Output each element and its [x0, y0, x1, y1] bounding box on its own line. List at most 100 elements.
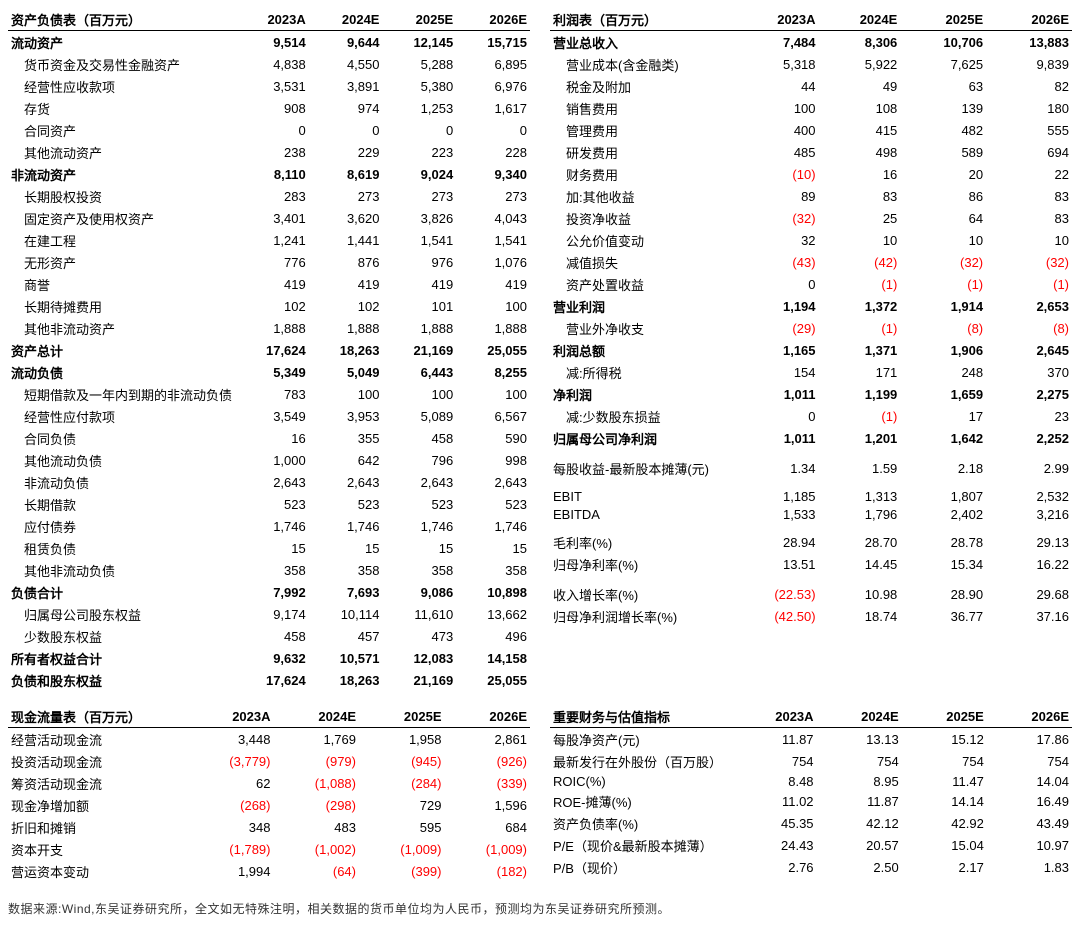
row-value: 0: [730, 405, 819, 427]
row-value: 8.95: [817, 772, 902, 790]
table-row: [550, 479, 1072, 487]
row-value: 2,861: [445, 728, 531, 751]
row-label: 营业外净收支: [550, 317, 730, 339]
row-value: (1): [819, 317, 901, 339]
row-value: 25,055: [456, 669, 530, 691]
period-col: 2024E: [819, 8, 901, 31]
period-col: 2025E: [359, 705, 445, 728]
period-col: 2026E: [445, 705, 531, 728]
row-value: 83: [986, 207, 1072, 229]
row-label: 存货: [8, 97, 235, 119]
row-value: 102: [235, 295, 309, 317]
row-value: 642: [309, 449, 383, 471]
row-value: (1,009): [445, 838, 531, 860]
table-row: 净利润1,0111,1991,6592,275: [550, 383, 1072, 405]
row-value: 89: [730, 185, 819, 207]
row-value: 13,883: [986, 31, 1072, 54]
period-col: 2023A: [730, 705, 817, 728]
table-row: 负债和股东权益17,62418,26321,16925,055: [8, 669, 530, 691]
row-value: 523: [382, 493, 456, 515]
row-value: 10,571: [309, 647, 383, 669]
row-value: 13.51: [730, 553, 819, 575]
table-row: 营业外净收支(29)(1)(8)(8): [550, 317, 1072, 339]
row-value: 11.87: [730, 728, 817, 751]
row-value: 10.97: [987, 834, 1072, 856]
row-label: 研发费用: [550, 141, 730, 163]
table-row: P/B（现价）2.762.502.171.83: [550, 856, 1072, 878]
row-label: 营业利润: [550, 295, 730, 317]
row-value: 15.04: [902, 834, 987, 856]
row-value: 1,746: [309, 515, 383, 537]
row-value: (22.53): [730, 583, 819, 605]
cashflow-table: 现金流量表（百万元） 2023A 2024E 2025E 2026E 经营活动现…: [8, 705, 530, 882]
row-value: 1,888: [309, 317, 383, 339]
row-value: 523: [309, 493, 383, 515]
row-value: 1.34: [730, 457, 819, 479]
row-value: 1,541: [382, 229, 456, 251]
row-value: 1,241: [235, 229, 309, 251]
row-label: 长期待摊费用: [8, 295, 235, 317]
table-row: P/E（现价&最新股本摊薄）24.4320.5715.0410.97: [550, 834, 1072, 856]
row-label: 其他非流动资产: [8, 317, 235, 339]
row-value: 180: [986, 97, 1072, 119]
row-label: 筹资活动现金流: [8, 772, 188, 794]
row-label: 税金及附加: [550, 75, 730, 97]
row-label: 最新发行在外股份（百万股）: [550, 750, 730, 772]
row-value: 754: [987, 750, 1072, 772]
table-row: 长期待摊费用102102101100: [8, 295, 530, 317]
row-value: 83: [986, 185, 1072, 207]
row-value: 1,185: [730, 487, 819, 505]
table-row: ROE-摊薄(%)11.0211.8714.1416.49: [550, 790, 1072, 812]
row-label: 负债合计: [8, 581, 235, 603]
row-value: 86: [900, 185, 986, 207]
row-value: 49: [819, 75, 901, 97]
row-value: 15.34: [900, 553, 986, 575]
row-label: 投资净收益: [550, 207, 730, 229]
table-row: 每股收益-最新股本摊薄(元)1.341.592.182.99: [550, 457, 1072, 479]
table-row: 研发费用485498589694: [550, 141, 1072, 163]
table-row: 销售费用100108139180: [550, 97, 1072, 119]
row-value: 3,953: [309, 405, 383, 427]
row-value: 358: [309, 559, 383, 581]
row-label: 销售费用: [550, 97, 730, 119]
financial-statements-wrapper: 资产负债表（百万元） 2023A 2024E 2025E 2026E 流动资产9…: [8, 8, 1072, 917]
row-value: 908: [235, 97, 309, 119]
table-row: 在建工程1,2411,4411,5411,541: [8, 229, 530, 251]
row-value: 6,443: [382, 361, 456, 383]
row-value: 473: [382, 625, 456, 647]
row-value: 238: [235, 141, 309, 163]
row-value: 998: [456, 449, 530, 471]
row-value: 7,992: [235, 581, 309, 603]
row-value: 15: [235, 537, 309, 559]
row-value: 9,839: [986, 53, 1072, 75]
table-row: 管理费用400415482555: [550, 119, 1072, 141]
table-row: 无形资产7768769761,076: [8, 251, 530, 273]
row-value: 4,838: [235, 53, 309, 75]
row-value: 7,484: [730, 31, 819, 54]
row-value: 12,083: [382, 647, 456, 669]
row-label: 应付债券: [8, 515, 235, 537]
row-value: 2,643: [382, 471, 456, 493]
row-value: 8.48: [730, 772, 817, 790]
row-label: 合同负债: [8, 427, 235, 449]
row-value: 1,746: [382, 515, 456, 537]
row-value: 37.16: [986, 605, 1072, 627]
row-value: (43): [730, 251, 819, 273]
row-value: 1,746: [235, 515, 309, 537]
row-value: 18,263: [309, 339, 383, 361]
row-value: 776: [235, 251, 309, 273]
table-row: 商誉419419419419: [8, 273, 530, 295]
row-value: (10): [730, 163, 819, 185]
cashflow-title: 现金流量表（百万元）: [8, 705, 188, 728]
row-value: 419: [309, 273, 383, 295]
row-value: 694: [986, 141, 1072, 163]
table-row: EBITDA1,5331,7962,4023,216: [550, 505, 1072, 523]
row-value: 20.57: [817, 834, 902, 856]
row-value: 1,533: [730, 505, 819, 523]
table-row: 租赁负债15151515: [8, 537, 530, 559]
row-value: 0: [309, 119, 383, 141]
row-value: 0: [730, 273, 819, 295]
row-value: 9,086: [382, 581, 456, 603]
row-value: 2,645: [986, 339, 1072, 361]
row-value: 28.70: [819, 531, 901, 553]
